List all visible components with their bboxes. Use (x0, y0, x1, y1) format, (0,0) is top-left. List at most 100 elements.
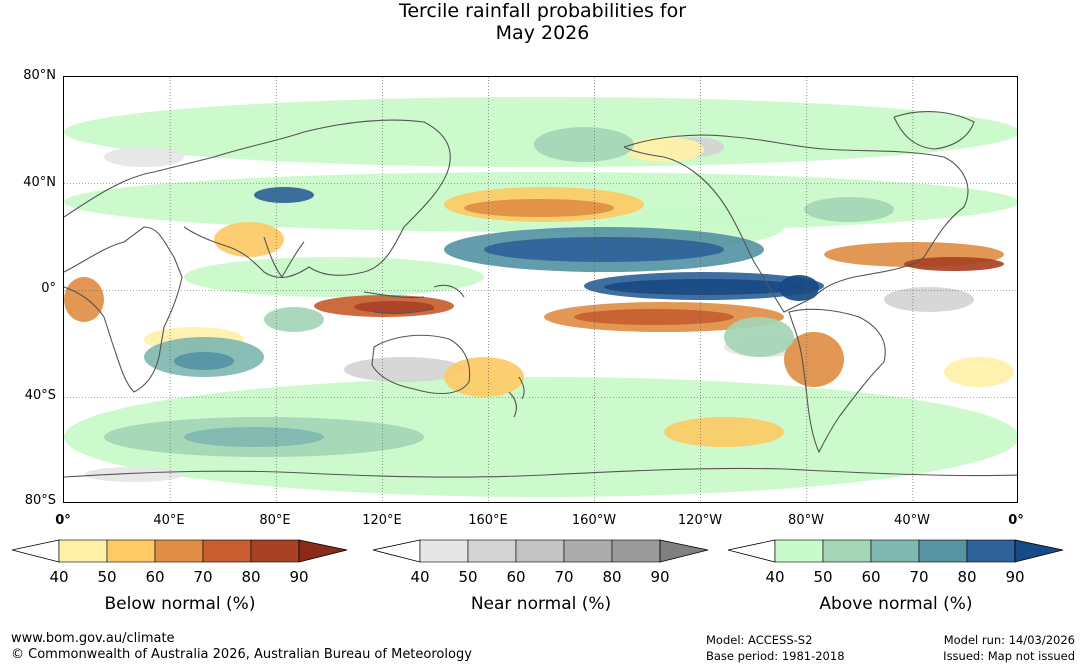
tick-label: 70 (554, 568, 574, 586)
tick-label: 80 (241, 568, 261, 586)
tick-label: 60 (861, 568, 881, 586)
copyright-text: © Commonwealth of Australia 2026, Austra… (11, 647, 472, 662)
below-patch (664, 417, 784, 447)
colorbar-lower-extension (727, 539, 776, 563)
legend-caption-above: Above normal (%) (819, 594, 973, 614)
lon-label-80w: 80°W (788, 513, 824, 528)
colorbar-lower-extension (11, 539, 60, 563)
issued-status: Issued: Map not issued (943, 649, 1075, 663)
tick-label: 50 (813, 568, 833, 586)
tick-label: 50 (97, 568, 117, 586)
legend-caption-near: Near normal (%) (470, 594, 612, 614)
colorbar-segment (870, 539, 920, 563)
colorbar-segment (966, 539, 1016, 563)
tick-label: 40 (410, 568, 430, 586)
colorbar-upper-extension (1014, 539, 1064, 563)
tick-label: 70 (909, 568, 929, 586)
colorbar-above (727, 539, 1064, 563)
lat-label-equator: 0° (41, 281, 56, 296)
tick-label: 40 (49, 568, 69, 586)
coastlines (64, 111, 1017, 478)
colorbar-segment (563, 539, 613, 563)
lon-label-80e: 80°E (259, 513, 291, 528)
lon-label-40e: 40°E (153, 513, 185, 528)
below-patch (354, 301, 434, 313)
tick-label: 60 (145, 568, 165, 586)
colorbar-segment (250, 539, 300, 563)
above-patch (804, 197, 894, 222)
tick-label: 90 (650, 568, 670, 586)
lat-label-40s: 40°S (24, 388, 56, 403)
above-patch (64, 377, 1017, 497)
colorbar-segment (611, 539, 661, 563)
above-patch (64, 97, 1017, 167)
below-patch (574, 309, 734, 325)
lon-label-0: 0° (55, 513, 71, 528)
near-patch (884, 287, 974, 312)
above-patch (184, 257, 484, 297)
colorbar-upper-extension (298, 539, 348, 563)
legend-below-normal: 40 50 60 70 80 90 Below normal (%) (10, 538, 350, 618)
legend-caption-below: Below normal (%) (104, 594, 256, 614)
colorbar-segment (918, 539, 968, 563)
below-patch (904, 257, 1004, 271)
below-patch (214, 222, 284, 257)
website-link[interactable]: www.bom.gov.au/climate (11, 631, 175, 646)
tick-label: 90 (1005, 568, 1025, 586)
above-patch (534, 127, 634, 162)
colorbar-segment (515, 539, 565, 563)
above-patch (254, 187, 314, 203)
lon-label-120e: 120°E (362, 513, 402, 528)
colorbar-segment (154, 539, 204, 563)
above-patch (779, 275, 819, 301)
lon-label-40w: 40°W (894, 513, 930, 528)
lon-label-120w: 120°W (677, 513, 723, 528)
above-patch (484, 237, 724, 262)
above-patch (604, 279, 804, 295)
lon-label-160w: 160°W (571, 513, 617, 528)
lat-label-80n: 80°N (23, 68, 56, 83)
colorbar-lower-extension (372, 539, 421, 563)
colorbar-segment (202, 539, 252, 563)
near-patch (344, 357, 464, 382)
tick-label: 60 (506, 568, 526, 586)
tick-label: 50 (458, 568, 478, 586)
below-patch (624, 137, 704, 162)
model-run-date: Model run: 14/03/2026 (943, 633, 1075, 647)
colorbar-segment (58, 539, 108, 563)
below-patch (784, 332, 844, 387)
near-patch (104, 147, 184, 167)
below-patch (464, 199, 614, 217)
tick-label: 70 (193, 568, 213, 586)
colorbar-below (11, 539, 348, 563)
lon-label-0-east: 0° (1008, 513, 1024, 528)
lat-label-80s: 80°S (24, 493, 56, 508)
colorbar-segment (774, 539, 824, 563)
colorbar-upper-extension (659, 539, 709, 563)
rainfall-probability-map (63, 76, 1018, 503)
below-patch (944, 357, 1014, 387)
colorbar-near (372, 539, 709, 563)
tick-label: 80 (602, 568, 622, 586)
above-patch (174, 352, 234, 370)
map-title: Tercile rainfall probabilities for May 2… (0, 0, 1085, 44)
model-name: Model: ACCESS-S2 (706, 633, 813, 647)
colorbar-segment (467, 539, 517, 563)
above-patch (264, 307, 324, 332)
colorbar-segment (419, 539, 469, 563)
tick-label: 40 (765, 568, 785, 586)
above-patch (724, 317, 794, 357)
map-canvas (64, 77, 1017, 502)
legend-near-normal: 40 50 60 70 80 90 Near normal (%) (371, 538, 711, 618)
lat-label-40n: 40°N (23, 175, 56, 190)
title-line-1: Tercile rainfall probabilities for (398, 0, 687, 22)
colorbar-segment (822, 539, 872, 563)
colorbar-segment (106, 539, 156, 563)
below-patch (64, 277, 104, 322)
tick-label: 80 (957, 568, 977, 586)
lon-label-160e: 160°E (468, 513, 508, 528)
legend-above-normal: 40 50 60 70 80 90 Above normal (%) (726, 538, 1066, 618)
above-patch (184, 427, 324, 447)
probability-fields (64, 97, 1017, 497)
near-patch (84, 467, 184, 482)
